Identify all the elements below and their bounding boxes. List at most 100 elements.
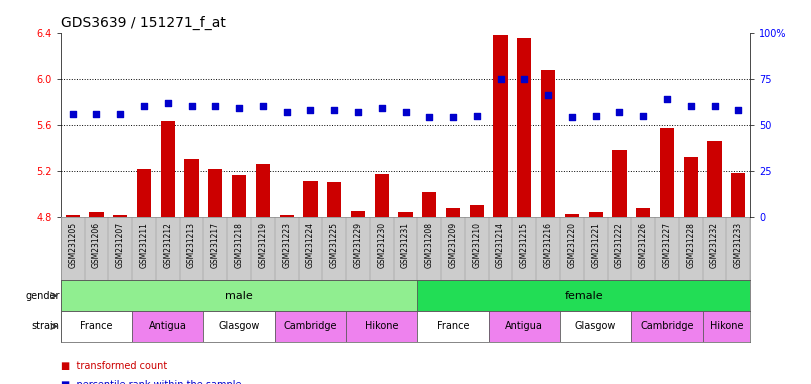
Text: GSM231210: GSM231210 (472, 222, 481, 268)
Bar (418, 311, 489, 342)
Text: gender: gender (25, 291, 60, 301)
Point (589, 113, 602, 119)
Point (90, 111, 103, 117)
Point (67, 111, 79, 117)
Point (138, 103, 151, 109)
Bar (351, 211, 365, 217)
Point (447, 114, 460, 121)
Text: Hikone: Hikone (365, 321, 398, 331)
Bar (446, 208, 460, 217)
Bar (375, 174, 388, 217)
Bar (732, 173, 745, 217)
Text: GSM231212: GSM231212 (163, 222, 172, 268)
Text: GSM231209: GSM231209 (448, 222, 457, 268)
Bar (61, 311, 132, 342)
Point (494, 76, 507, 82)
Text: GSM231222: GSM231222 (615, 222, 624, 268)
Bar (208, 169, 222, 217)
Text: GSM231214: GSM231214 (496, 222, 505, 268)
Text: GSM231208: GSM231208 (425, 222, 434, 268)
Point (375, 105, 388, 111)
Bar (564, 214, 579, 217)
Text: GSM231216: GSM231216 (543, 222, 552, 268)
Point (684, 103, 697, 109)
Point (732, 107, 744, 113)
Bar (204, 311, 275, 342)
Bar (589, 212, 603, 217)
Bar (541, 70, 556, 217)
Point (565, 114, 578, 121)
Bar (255, 164, 270, 217)
Bar (137, 169, 151, 217)
Text: GSM231207: GSM231207 (116, 222, 125, 268)
Point (256, 103, 269, 109)
Bar (161, 121, 175, 217)
Text: GSM231229: GSM231229 (354, 222, 363, 268)
Text: Cambridge: Cambridge (284, 321, 337, 331)
Text: GDS3639 / 151271_f_at: GDS3639 / 151271_f_at (61, 16, 225, 30)
Bar (489, 311, 560, 342)
Text: GSM231226: GSM231226 (639, 222, 648, 268)
Text: Antigua: Antigua (505, 321, 543, 331)
Text: GSM231211: GSM231211 (139, 222, 148, 268)
Point (637, 113, 650, 119)
Text: GSM231231: GSM231231 (401, 222, 410, 268)
Text: GSM231224: GSM231224 (306, 222, 315, 268)
Text: GSM231205: GSM231205 (68, 222, 77, 268)
Point (613, 109, 626, 115)
Text: GSM231225: GSM231225 (330, 222, 339, 268)
Point (233, 105, 246, 111)
Bar (470, 205, 484, 217)
Text: GSM231215: GSM231215 (520, 222, 529, 268)
Bar (232, 175, 247, 217)
Bar (660, 128, 674, 217)
Bar (89, 212, 104, 217)
Point (328, 107, 341, 113)
Text: male: male (225, 291, 253, 301)
Point (304, 107, 317, 113)
Bar (184, 159, 199, 217)
Text: GSM231213: GSM231213 (187, 222, 196, 268)
Bar (66, 215, 79, 217)
Point (209, 103, 222, 109)
Text: GSM231228: GSM231228 (686, 222, 695, 268)
Bar (423, 192, 436, 217)
Text: GSM231206: GSM231206 (92, 222, 101, 268)
Text: strain: strain (32, 321, 60, 331)
Bar (560, 311, 631, 342)
Point (542, 92, 555, 98)
Bar (418, 280, 750, 311)
Text: GSM231220: GSM231220 (568, 222, 577, 268)
Text: Hikone: Hikone (710, 321, 743, 331)
Bar (275, 311, 346, 342)
Bar (631, 311, 702, 342)
Text: GSM231221: GSM231221 (591, 222, 600, 268)
Point (708, 103, 721, 109)
Point (280, 109, 293, 115)
Text: ■  transformed count: ■ transformed count (61, 361, 167, 371)
Text: GSM231230: GSM231230 (377, 222, 386, 268)
Bar (113, 215, 127, 217)
Point (351, 109, 364, 115)
Text: ■  percentile rank within the sample: ■ percentile rank within the sample (61, 380, 242, 384)
Point (185, 103, 198, 109)
Point (114, 111, 127, 117)
Bar (707, 141, 722, 217)
Text: Antigua: Antigua (149, 321, 187, 331)
Point (660, 96, 673, 102)
Bar (612, 150, 627, 217)
Point (399, 109, 412, 115)
Text: France: France (80, 321, 113, 331)
Bar (684, 157, 698, 217)
Text: GSM231218: GSM231218 (234, 222, 243, 268)
Text: GSM231232: GSM231232 (710, 222, 719, 268)
Text: GSM231223: GSM231223 (282, 222, 291, 268)
Text: GSM231233: GSM231233 (734, 222, 743, 268)
Bar (702, 311, 750, 342)
Text: GSM231227: GSM231227 (663, 222, 672, 268)
Text: Glasgow: Glasgow (575, 321, 616, 331)
Bar (132, 311, 204, 342)
Bar (493, 35, 508, 217)
Text: Glasgow: Glasgow (218, 321, 260, 331)
Bar (636, 208, 650, 217)
